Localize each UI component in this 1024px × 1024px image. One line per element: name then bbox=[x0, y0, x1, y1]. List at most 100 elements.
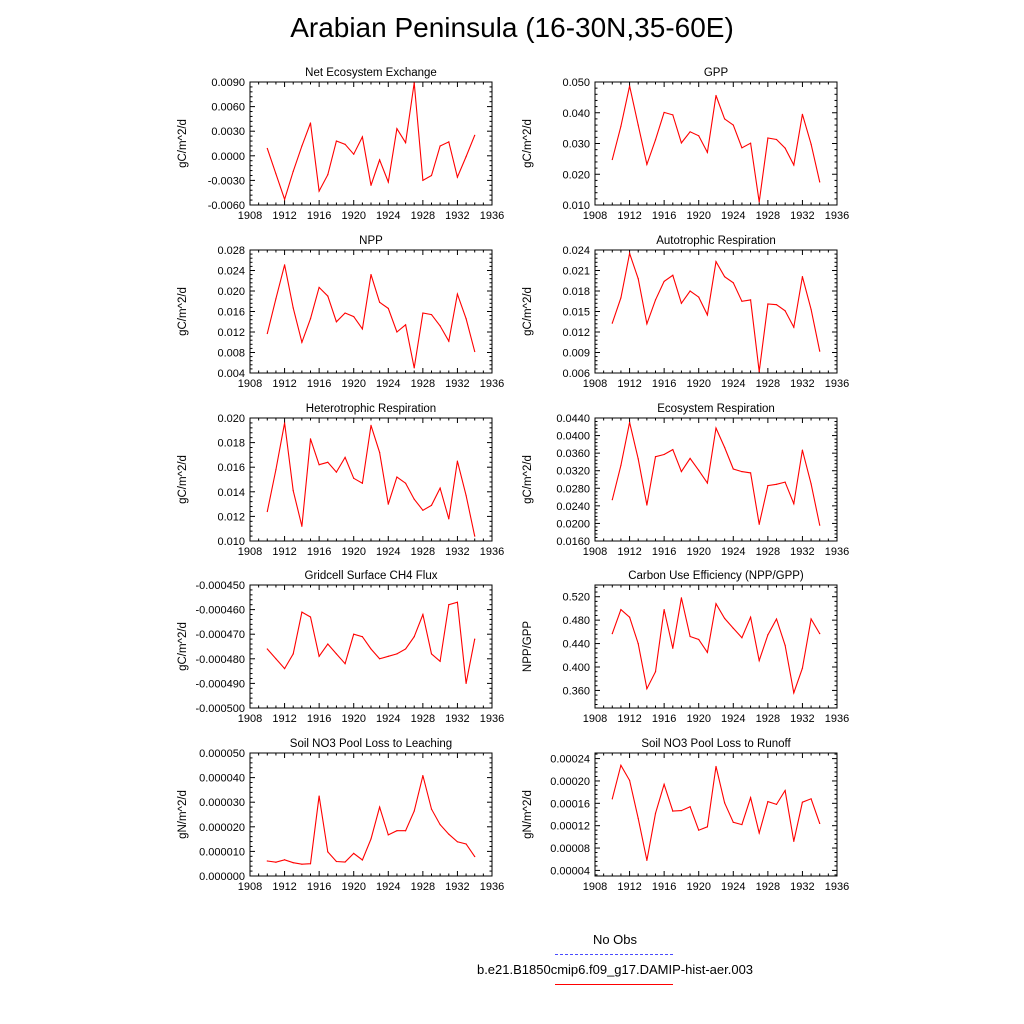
x-tick-label: 1936 bbox=[480, 713, 504, 725]
x-tick-label: 1908 bbox=[583, 378, 607, 390]
data-point bbox=[379, 159, 381, 161]
data-point bbox=[396, 128, 398, 130]
data-point bbox=[474, 134, 476, 136]
y-tick-label: 0.000030 bbox=[199, 797, 245, 809]
data-point bbox=[758, 659, 760, 662]
plot-frame bbox=[594, 81, 838, 206]
y-tick-label: 0.00020 bbox=[550, 776, 590, 788]
panel-soil-no3-pool-loss-to-runoff: Soil NO3 Pool Loss to Runoff gN/m^2/d 1908… bbox=[522, 738, 849, 893]
x-tick-label: 1920 bbox=[341, 546, 365, 558]
legend-label-no-obs: No Obs bbox=[592, 932, 638, 947]
data-point bbox=[672, 810, 674, 812]
x-tick-label: 1928 bbox=[411, 713, 435, 725]
y-tick-label: 0.000050 bbox=[199, 748, 245, 760]
x-tick-label: 1920 bbox=[686, 881, 710, 893]
x-tick-label: 1924 bbox=[376, 546, 400, 558]
data-point bbox=[767, 303, 769, 305]
x-tick-label: 1916 bbox=[652, 546, 676, 558]
y-tick-label: -0.000480 bbox=[195, 654, 245, 666]
data-point bbox=[456, 293, 459, 295]
data-point bbox=[680, 470, 683, 473]
data-point bbox=[810, 308, 812, 311]
data-point bbox=[724, 446, 726, 449]
y-tick-label: 0.030 bbox=[562, 139, 590, 151]
series-line bbox=[611, 763, 821, 861]
y-tick-label: 0.0090 bbox=[211, 77, 245, 89]
data-point bbox=[819, 633, 821, 635]
y-tick-label: 0.000020 bbox=[199, 822, 245, 834]
x-tick-label: 1916 bbox=[307, 210, 331, 222]
data-point bbox=[819, 822, 821, 825]
data-point bbox=[309, 863, 312, 865]
data-point bbox=[413, 810, 415, 812]
data-point bbox=[448, 833, 450, 835]
panel-soil-no3-pool-loss-to-leaching: Soil NO3 Pool Loss to Leaching gN/m^2/d 19… bbox=[177, 738, 504, 893]
data-point bbox=[335, 321, 338, 323]
data-point bbox=[611, 798, 613, 800]
data-point bbox=[801, 449, 804, 451]
data-point bbox=[309, 122, 312, 124]
data-point bbox=[353, 633, 355, 635]
x-tick-label: 1936 bbox=[480, 881, 504, 893]
data-point bbox=[275, 469, 277, 471]
panel-title: Carbon Use Efficiency (NPP/GPP) bbox=[628, 570, 804, 582]
y-tick-label: 0.0240 bbox=[556, 501, 590, 513]
y-tick-label: -0.0030 bbox=[208, 175, 245, 187]
data-point bbox=[732, 468, 734, 470]
x-tick-label: 1936 bbox=[480, 546, 504, 558]
y-axis-label: gC/m^2/d bbox=[177, 119, 189, 168]
data-point bbox=[672, 449, 674, 451]
data-point bbox=[775, 304, 778, 306]
data-point bbox=[361, 636, 363, 638]
data-point bbox=[465, 682, 467, 685]
x-tick-label: 1936 bbox=[825, 713, 849, 725]
data-point bbox=[361, 482, 363, 484]
y-tick-label: 0.400 bbox=[562, 662, 590, 674]
data-point bbox=[801, 801, 804, 803]
data-point bbox=[654, 456, 657, 458]
data-point bbox=[275, 861, 277, 863]
data-point bbox=[292, 170, 294, 172]
data-point bbox=[353, 153, 355, 155]
series-line bbox=[611, 422, 821, 526]
x-tick-label: 1924 bbox=[376, 210, 400, 222]
x-tick-label: 1908 bbox=[238, 546, 262, 558]
data-point bbox=[663, 111, 665, 114]
y-axis-label: gC/m^2/d bbox=[177, 287, 189, 336]
data-point bbox=[344, 312, 346, 314]
data-point bbox=[361, 136, 363, 138]
y-tick-label: -0.000470 bbox=[195, 629, 245, 641]
x-tick-label: 1908 bbox=[238, 378, 262, 390]
data-point bbox=[749, 472, 752, 474]
data-point bbox=[301, 863, 303, 865]
data-point bbox=[741, 300, 743, 302]
data-point bbox=[327, 851, 329, 853]
x-tick-label: 1912 bbox=[617, 210, 641, 222]
data-point bbox=[361, 328, 363, 330]
data-point bbox=[283, 859, 286, 861]
data-point bbox=[775, 483, 778, 485]
data-point bbox=[318, 190, 320, 192]
data-point bbox=[422, 312, 424, 314]
y-tick-label: 0.018 bbox=[562, 286, 590, 298]
data-point bbox=[611, 322, 613, 324]
y-tick-label: 0.0400 bbox=[556, 431, 590, 443]
data-point bbox=[689, 806, 691, 808]
x-tick-label: 1920 bbox=[686, 546, 710, 558]
data-point bbox=[439, 487, 441, 489]
data-point bbox=[628, 616, 631, 618]
data-point bbox=[784, 644, 786, 646]
x-tick-label: 1916 bbox=[307, 546, 331, 558]
data-point bbox=[379, 301, 381, 303]
y-tick-label: 0.050 bbox=[562, 77, 590, 89]
data-point bbox=[379, 806, 381, 808]
data-point bbox=[646, 688, 648, 690]
data-point bbox=[611, 499, 613, 501]
data-point bbox=[309, 616, 312, 618]
data-point bbox=[620, 609, 622, 611]
data-point bbox=[654, 299, 657, 301]
series-line bbox=[611, 597, 821, 695]
x-tick-label: 1936 bbox=[825, 546, 849, 558]
data-point bbox=[283, 668, 286, 670]
data-point bbox=[413, 82, 415, 84]
